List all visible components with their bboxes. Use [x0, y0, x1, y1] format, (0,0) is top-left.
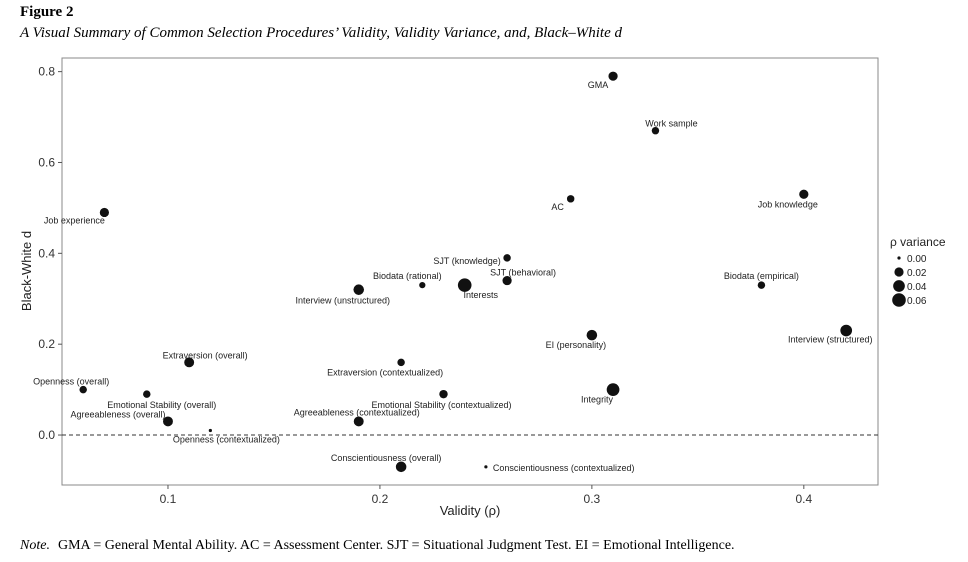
point-label: Integrity — [581, 395, 614, 405]
point-label: Openness (contextualized) — [173, 434, 280, 444]
data-point — [502, 275, 512, 286]
note-text: GMA = General Mental Ability. AC = Asses… — [57, 538, 735, 553]
data-point — [840, 324, 853, 337]
point-label: EI (personality) — [546, 340, 607, 350]
point-label: SJT (knowledge) — [433, 256, 500, 266]
scatter-chart: 0.1 0.2 0.3 0.4 0.0 0.2 0.4 0.6 0.8 GMA Work samp… — [19, 57, 946, 518]
point-label: Biodata (empirical) — [724, 271, 799, 281]
point-label: SJT (behavioral) — [490, 268, 556, 278]
figure-note: Note. GMA = General Mental Ability. AC = … — [20, 538, 735, 554]
data-point — [397, 358, 405, 367]
data-point — [99, 207, 109, 218]
y-tick-label: 0.8 — [38, 65, 55, 79]
legend-symbol — [893, 280, 905, 292]
x-tick-label: 0.1 — [160, 492, 177, 506]
point-label: Work sample — [645, 119, 697, 129]
legend-label: 0.02 — [907, 268, 927, 279]
point-label: Extraversion (contextualized) — [327, 367, 443, 377]
point-label: GMA — [588, 80, 609, 90]
data-point — [484, 465, 488, 469]
legend-symbol — [894, 267, 904, 277]
data-point — [503, 254, 511, 262]
point-label: Conscientiousness (overall) — [331, 453, 442, 463]
figure-title: A Visual Summary of Common Selection Pro… — [20, 25, 622, 41]
point-label: Emotional Stability (overall) — [107, 400, 216, 410]
data-point — [606, 383, 620, 396]
data-point — [608, 71, 618, 81]
data-point — [395, 461, 407, 473]
point-label: Job knowledge — [758, 199, 818, 209]
data-point — [353, 416, 364, 427]
point-label: Agreeableness (overall) — [70, 409, 165, 419]
data-point — [457, 278, 472, 292]
data-point — [163, 416, 173, 427]
y-tick-label: 0.2 — [38, 337, 55, 351]
point-label: Conscientiousness (contextualized) — [493, 463, 635, 473]
data-point — [353, 284, 365, 295]
point-label: AC — [551, 202, 564, 212]
point-label: Interview (structured) — [788, 335, 873, 345]
plot-panel — [61, 57, 879, 486]
x-tick-label: 0.4 — [795, 492, 812, 506]
point-label: Emotional Stability (contextualized) — [371, 400, 511, 410]
point-label: Biodata (rational) — [373, 271, 442, 281]
point-label: Openness (overall) — [33, 377, 109, 387]
legend-symbol — [897, 256, 901, 260]
y-tick-label: 0.6 — [38, 155, 55, 169]
y-tick-label: 0.0 — [38, 428, 55, 442]
point-label: Job experience — [44, 215, 105, 225]
data-point — [208, 428, 212, 433]
y-tick-label: 0.4 — [38, 246, 55, 260]
legend-title: ρ variance — [890, 235, 946, 249]
data-point — [566, 195, 575, 203]
data-point — [439, 389, 448, 399]
data-point — [651, 126, 660, 135]
legend-symbol — [892, 293, 906, 307]
legend: ρ variance 0.00 0.02 0.04 0.06 — [890, 235, 946, 307]
data-point — [757, 281, 766, 289]
data-point — [79, 385, 87, 394]
data-point — [419, 282, 426, 289]
point-label: Interests — [463, 290, 498, 300]
legend-label: 0.04 — [907, 282, 927, 293]
point-label: Extraversion (overall) — [163, 350, 248, 360]
x-axis-title: Validity (ρ) — [440, 503, 501, 518]
y-axis-title: Black-White d — [19, 231, 34, 311]
point-label: Agreeableness (contextualized) — [294, 407, 420, 417]
note-label: Note. — [20, 538, 50, 553]
data-point — [143, 390, 151, 398]
figure-label: Figure 2 — [20, 4, 74, 20]
data-point — [184, 357, 195, 368]
x-tick-label: 0.3 — [584, 492, 601, 506]
x-tick-label: 0.2 — [372, 492, 389, 506]
legend-label: 0.00 — [907, 254, 927, 265]
point-label: Interview (unstructured) — [295, 296, 390, 306]
data-point — [586, 329, 598, 341]
legend-label: 0.06 — [907, 296, 927, 307]
data-point — [799, 189, 809, 199]
